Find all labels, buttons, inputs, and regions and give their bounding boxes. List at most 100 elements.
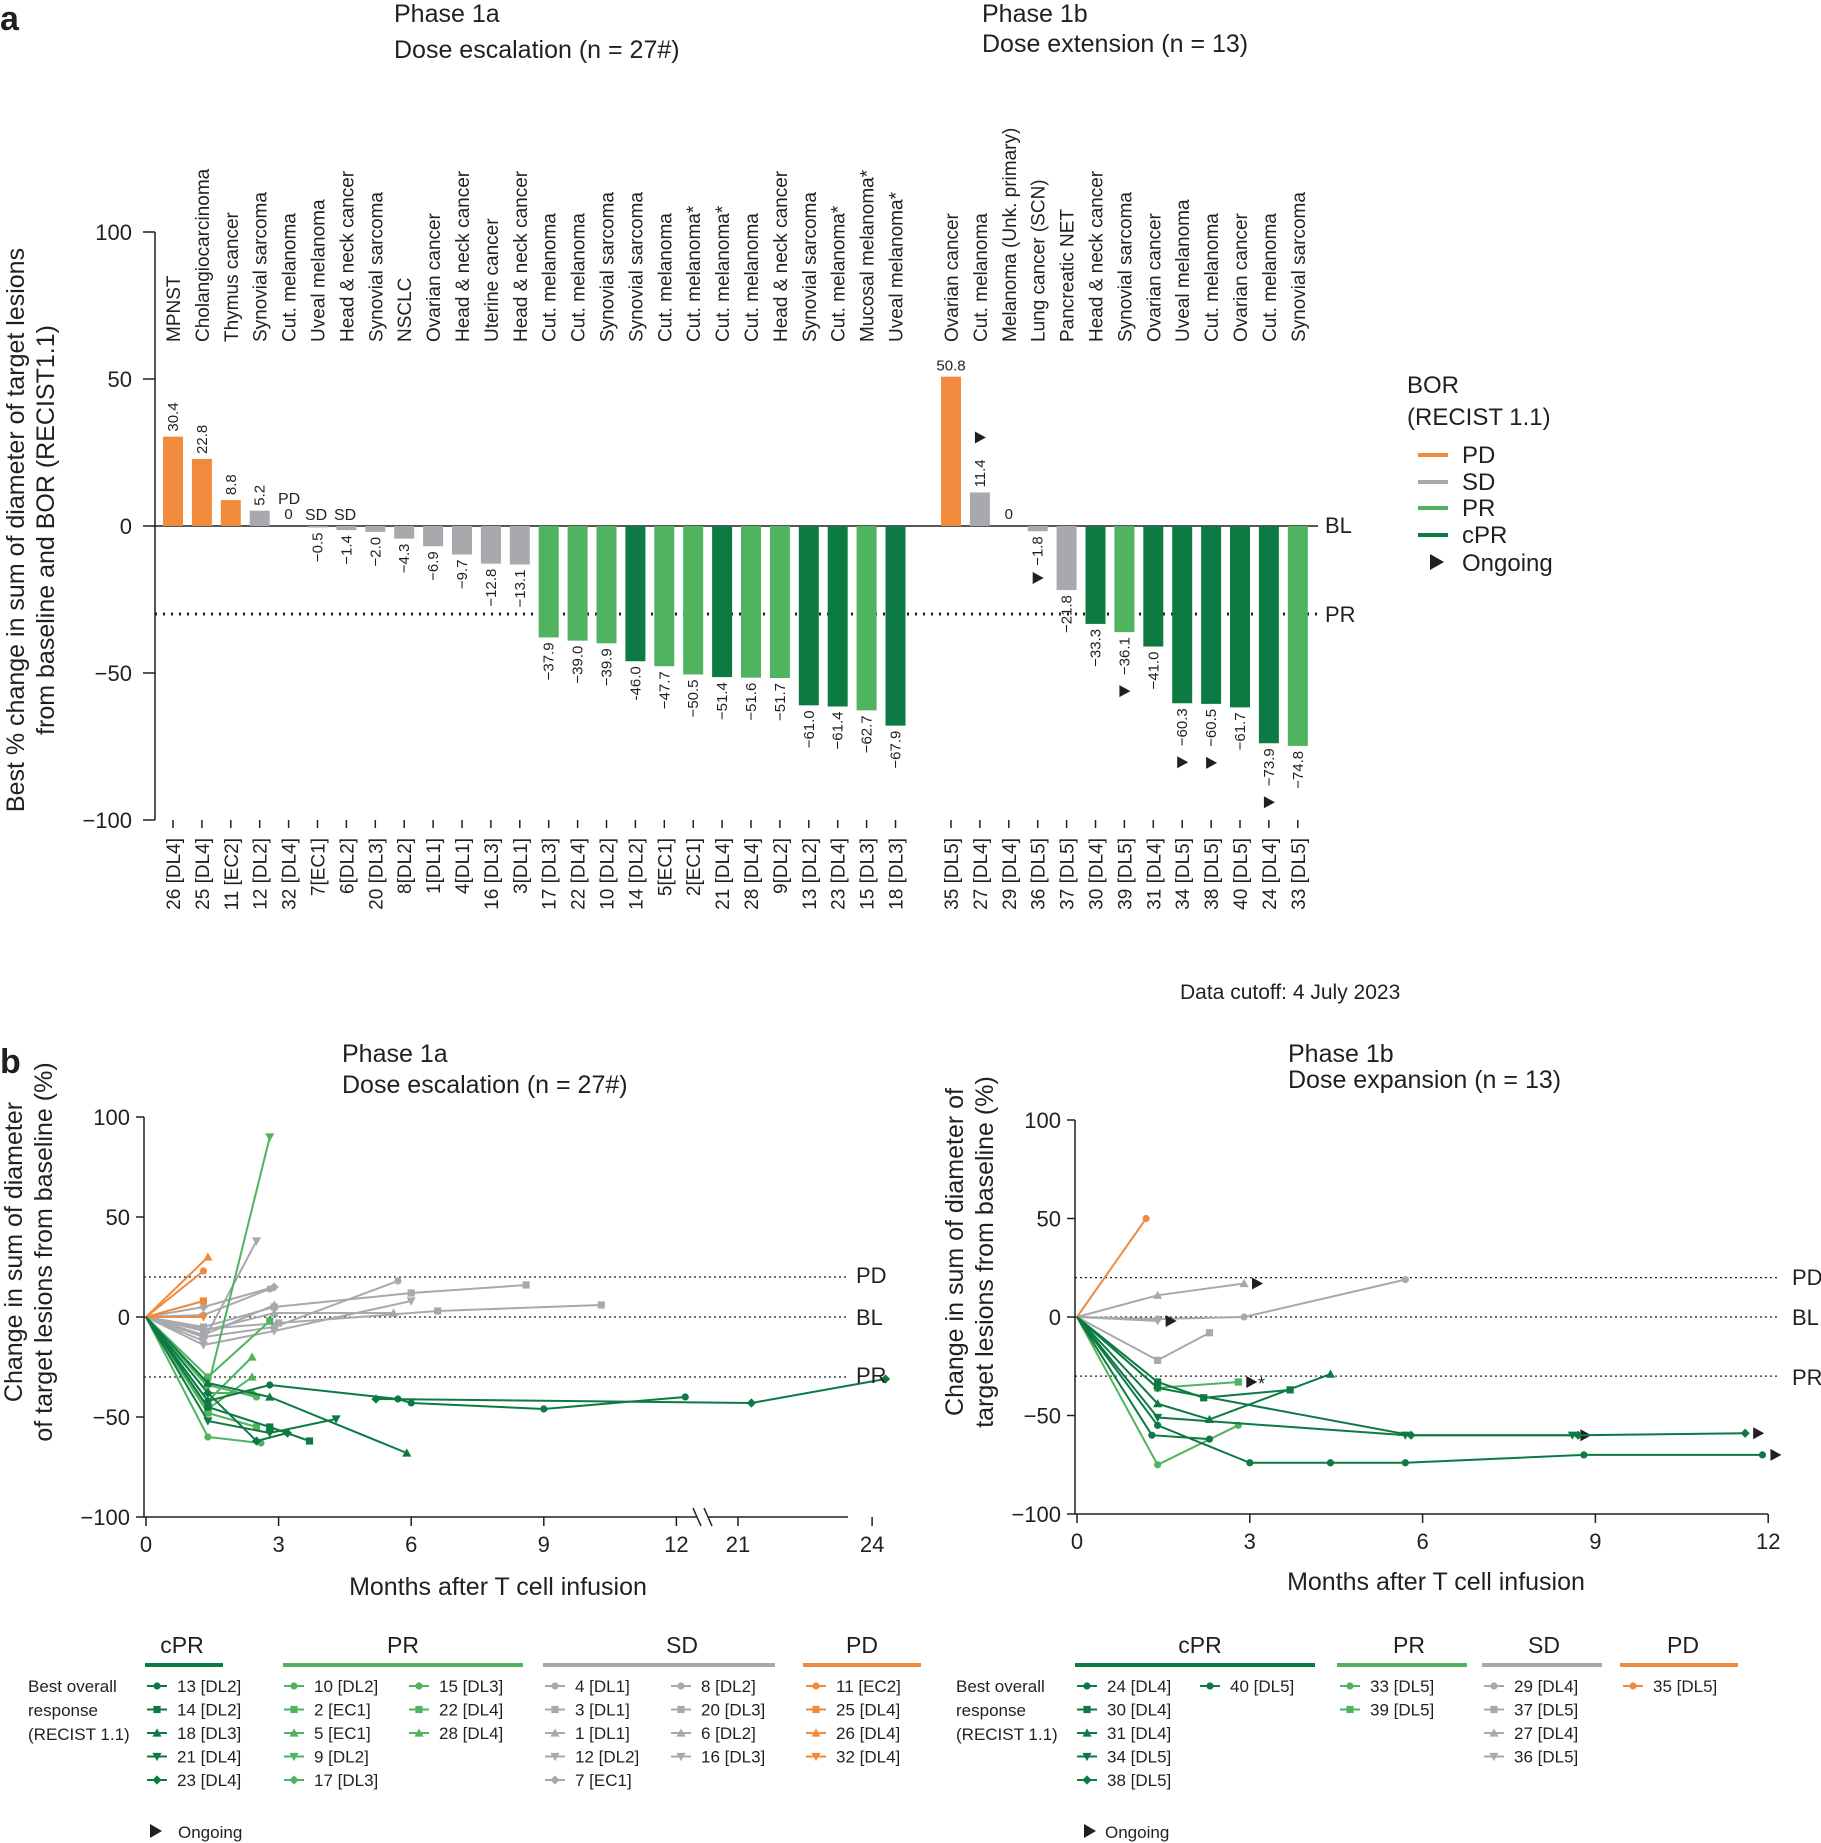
legend-pr-label: PR: [1462, 495, 1495, 522]
b-right-bor-line2: response: [956, 1701, 1026, 1720]
bar-p1a-18: [683, 526, 704, 675]
bar-p1a-13: [538, 526, 559, 638]
panel-a-ylabel-line2: from baseline and BOR (RECIST1.1): [32, 325, 60, 735]
bar-value-p1a-12: −13.1: [512, 570, 529, 608]
ll-pr2-label-0: 15 [DL3]: [439, 1677, 503, 1696]
bar-p1a-25: [885, 526, 906, 726]
br-point-2-3: [1325, 1369, 1336, 1378]
bar-id-p1a-13: 17 [DL3]: [540, 838, 561, 910]
panel-a-inline-sd-2: SD: [334, 507, 356, 524]
bl-xtick-0: 0: [140, 1532, 152, 1557]
bl-point-4-1: [203, 1388, 213, 1398]
ll-pr1-marker-2: [289, 1728, 299, 1737]
bl-point-0-6: [681, 1393, 689, 1401]
bar-id-p1a-19: 21 [DL4]: [713, 838, 734, 910]
ll-sd1-marker-2: [550, 1728, 560, 1737]
ll-pr2-marker-0: [415, 1682, 423, 1690]
br-series-10: [1076, 1282, 1245, 1318]
bar-indication-p1a-16: Synovial sarcoma: [626, 192, 647, 342]
bar-p1b-4: [1056, 526, 1077, 591]
bl-xtick-4: 12: [664, 1532, 688, 1557]
ll-sd1-label-3: 12 [DL2]: [575, 1748, 639, 1767]
bl-point-2-2: [265, 1392, 275, 1401]
panel-a-legend-title: BOR: [1407, 372, 1459, 399]
panel-a-phase1b-title: Phase 1b: [982, 0, 1088, 28]
bl-point-3-2: [265, 1429, 275, 1438]
lr-sd-label-2: 27 [DL4]: [1514, 1724, 1578, 1743]
b-left-group-cpr-bar: [145, 1663, 223, 1667]
br-xtick-4: 12: [1756, 1529, 1780, 1554]
bar-value-p1a-11: −12.8: [483, 569, 500, 607]
bar-indication-p1a-3: Synovial sarcoma: [251, 192, 272, 342]
b-left-group-sd-bar: [543, 1663, 775, 1667]
br-point-10-1: [1153, 1290, 1163, 1299]
legend-sd-label: SD: [1462, 469, 1495, 496]
bar-value-p1b-8: −60.3: [1174, 708, 1191, 746]
bar-p1a-12: [509, 526, 530, 565]
lr-cpr1-marker-0: [1083, 1682, 1091, 1690]
br-ongoing-4: [1753, 1427, 1765, 1440]
bl-point-4-2: [251, 1436, 262, 1446]
br-ongoing-0: [1770, 1448, 1782, 1461]
bl-point-4-6: [880, 1374, 891, 1384]
br-series-11: [1076, 1316, 1158, 1322]
bar-value-p1a-15: −39.9: [599, 648, 616, 686]
bar-ongoing-p1b-6: [1119, 685, 1131, 698]
bar-p1a-15: [596, 526, 617, 644]
lr-cpr1-label-3: 34 [DL5]: [1107, 1748, 1171, 1767]
b-right-asterisk: *: [1258, 1374, 1265, 1394]
bar-value-p1a-2: 8.8: [223, 474, 240, 495]
lr-pd-marker-0: [1629, 1682, 1637, 1690]
bl-point-19-3: [434, 1307, 442, 1315]
bl-x-break-2: [703, 1507, 713, 1527]
bar-ongoing-p1b-8: [1177, 756, 1189, 769]
bar-indication-p1a-7: Synovial sarcoma: [366, 192, 387, 342]
br-series-2: [1076, 1316, 1331, 1421]
bar-value-p1a-7: −2.0: [367, 537, 384, 567]
bar-id-p1b-2: 29 [DL4]: [1000, 838, 1021, 910]
b-right-pd-label: PD: [1792, 1265, 1821, 1290]
b-right-ongoing-label: Ongoing: [1105, 1823, 1169, 1842]
panel-a-phase1a-subtitle: Dose escalation (n = 27#): [394, 36, 680, 64]
panel-a-ytick-50: 50: [108, 367, 132, 392]
bar-p1a-10: [452, 526, 472, 555]
lr-cpr1-label-0: 24 [DL4]: [1107, 1677, 1171, 1696]
data-cutoff: Data cutoff: 4 July 2023: [1180, 981, 1400, 1004]
bar-ongoing-p1b-11: [1263, 796, 1275, 809]
panel-a-phase1b-subtitle: Dose extension (n = 13): [982, 30, 1248, 58]
b-left-group-cpr: cPR: [160, 1632, 203, 1658]
bl-xtick-2: 6: [405, 1532, 417, 1557]
bar-value-p1b-10: −61.7: [1232, 712, 1249, 750]
br-point-9-2: [1205, 1329, 1214, 1337]
bl-point-0-2: [266, 1381, 274, 1389]
ll-sd1-marker-4: [550, 1775, 560, 1785]
bar-indication-p1b-11: Cut. melanoma: [1260, 213, 1281, 342]
bar-value-p1a-24: −62.7: [859, 715, 876, 753]
ll-sd2-label-1: 20 [DL3]: [701, 1701, 765, 1720]
bl-point-10-1: [204, 1433, 212, 1441]
bar-indication-p1a-15: Synovial sarcoma: [598, 192, 619, 342]
bar-p1b-6: [1114, 526, 1135, 633]
bar-p1a-16: [625, 526, 646, 662]
bar-value-p1a-6: −1.4: [338, 535, 355, 565]
bar-id-p1a-10: 4[DL1]: [453, 838, 474, 894]
bl-point-24-1: [203, 1252, 213, 1261]
bar-id-p1a-8: 8[DL2]: [395, 838, 416, 894]
bl-point-0-4: [407, 1399, 415, 1407]
br-series-12: [1076, 1217, 1147, 1318]
bl-point-0-5: [540, 1405, 548, 1413]
bar-ongoing-p1b-3: [1032, 572, 1044, 584]
ll-cpr-label-3: 21 [DL4]: [177, 1748, 241, 1767]
panel-a-x-ticks: [172, 820, 1299, 828]
bl-ytick-0: 100: [93, 1105, 130, 1130]
ll-pd-marker-2: [811, 1728, 821, 1737]
bar-value-p1a-3: 5.2: [252, 485, 269, 506]
ll-pr1-label-1: 2 [EC1]: [314, 1701, 371, 1720]
bar-indication-p1b-0: Ovarian cancer: [942, 212, 963, 342]
bar-id-p1a-2: 11 [EC2]: [222, 838, 243, 911]
bar-value-p1b-1: 11.4: [972, 459, 989, 487]
b-left-group-pr-bar: [283, 1663, 523, 1667]
bar-indication-p1b-6: Synovial sarcoma: [1115, 192, 1136, 342]
ll-sd2-marker-2: [676, 1728, 686, 1737]
bar-p1a-5: [307, 526, 328, 528]
